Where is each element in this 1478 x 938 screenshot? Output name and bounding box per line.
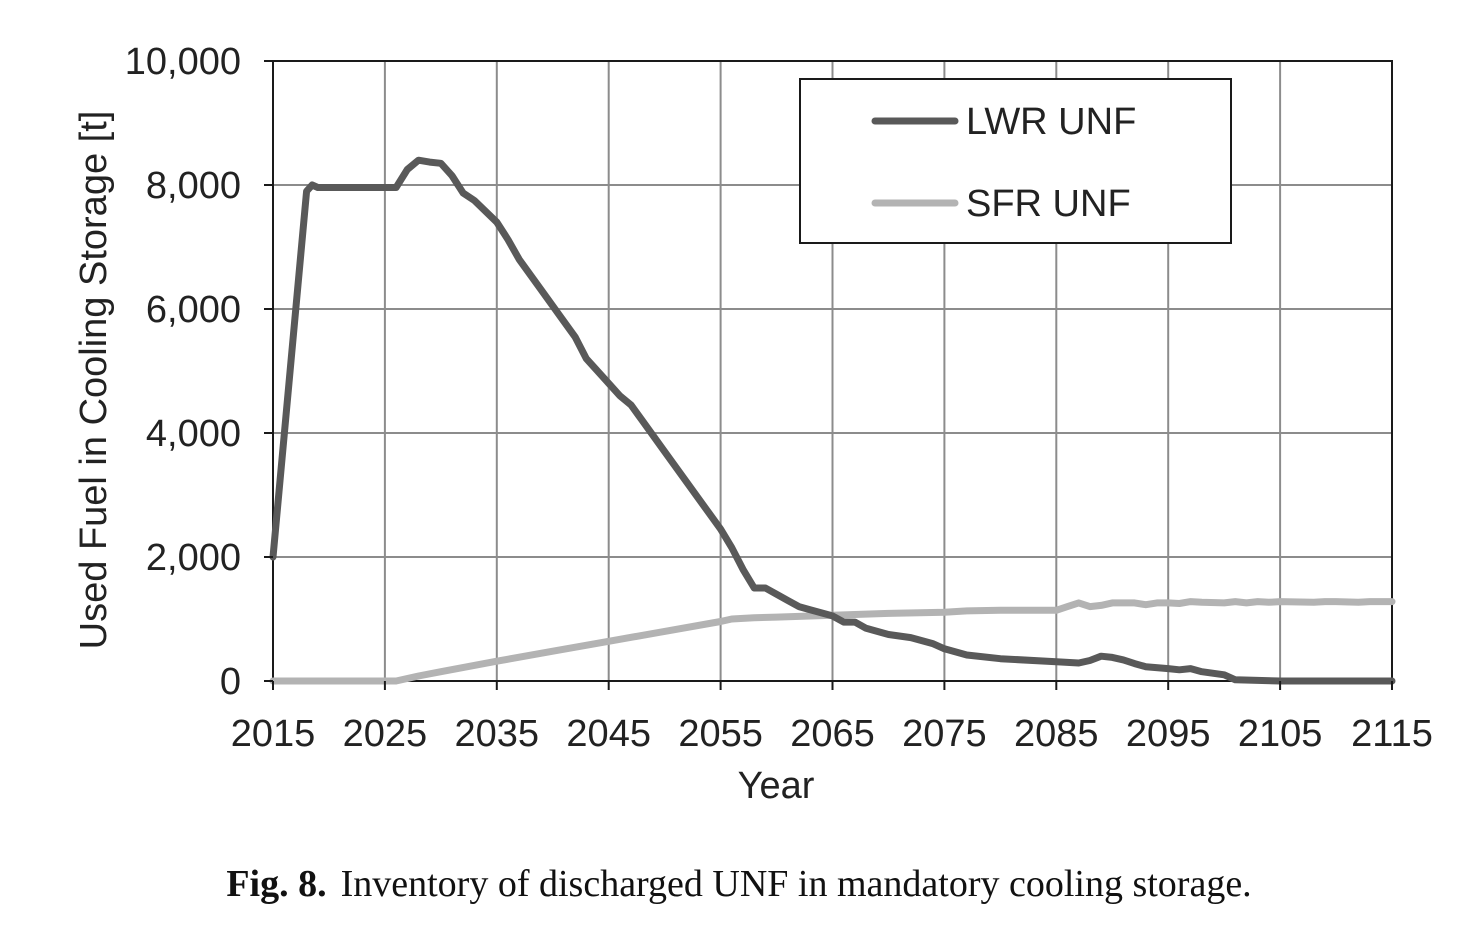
y-tick-label: 10,000 <box>125 41 241 83</box>
y-tick-label: 4,000 <box>146 413 241 455</box>
x-tick-label: 2025 <box>343 713 428 755</box>
figure-caption: Fig. 8. Inventory of discharged UNF in ma… <box>0 862 1478 906</box>
y-tick-label: 6,000 <box>146 289 241 331</box>
series-line-sfr-unf <box>269 598 1396 685</box>
x-tick-label: 2115 <box>1351 713 1433 755</box>
x-tick-label: 2105 <box>1238 713 1323 755</box>
legend-label-lwr-unf: LWR UNF <box>966 101 1136 143</box>
legend: LWR UNF SFR UNF <box>799 78 1232 244</box>
figure-caption-text: Inventory of discharged UNF in mandatory… <box>340 863 1252 905</box>
line-chart: 2015 2025 2035 2045 2055 2065 2075 2085 2095 2105… <box>73 41 1433 807</box>
y-tick-label: 0 <box>220 661 241 703</box>
axis-ticks: 2015 2025 2035 2045 2055 2065 2075 2085 2095 2105… <box>125 41 1433 755</box>
x-tick-label: 2075 <box>902 713 987 755</box>
x-tick-label: 2015 <box>231 713 316 755</box>
series-layer <box>269 156 1396 685</box>
x-tick-label: 2065 <box>790 713 875 755</box>
y-axis-title: Used Fuel in Cooling Storage [t] <box>73 111 115 650</box>
legend-box <box>799 78 1232 244</box>
x-tick-label: 2035 <box>455 713 540 755</box>
y-tick-label: 8,000 <box>146 165 241 207</box>
series-line-lwr-unf <box>269 156 1396 685</box>
x-tick-label: 2085 <box>1014 713 1099 755</box>
figure-caption-label: Fig. 8. <box>226 863 327 905</box>
x-axis-title: Year <box>738 765 815 807</box>
x-tick-label: 2045 <box>566 713 651 755</box>
y-tick-label: 2,000 <box>146 537 241 579</box>
x-tick-label: 2055 <box>678 713 763 755</box>
legend-label-sfr-unf: SFR UNF <box>966 183 1131 225</box>
x-tick-label: 2095 <box>1126 713 1211 755</box>
